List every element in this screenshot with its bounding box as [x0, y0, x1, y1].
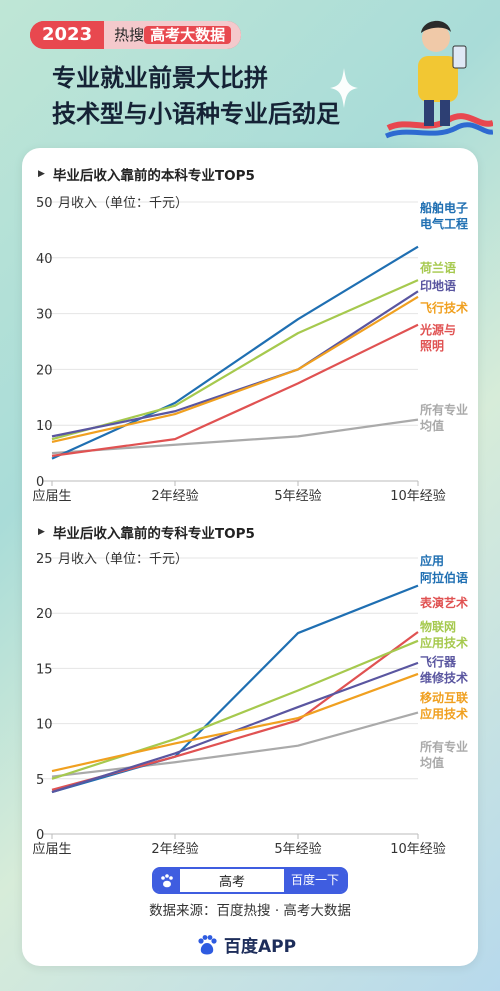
- series-label: 荷兰语: [419, 260, 456, 275]
- x-tick-label: 应届生: [32, 488, 71, 504]
- x-tick-label: 2年经验: [151, 841, 198, 857]
- series-label: 均值: [420, 418, 444, 433]
- x-tick-label: 10年经验: [390, 488, 446, 504]
- series-label: 光源与: [419, 322, 456, 337]
- y-axis-label: 月收入（单位：千元）: [58, 552, 188, 567]
- y-axis-label: 月收入（单位：千元）: [58, 196, 188, 211]
- data-source: 数据来源：百度热搜 · 高考大数据: [149, 903, 351, 919]
- series-line: [51, 631, 419, 791]
- series-line: [51, 711, 419, 778]
- series-label: 应用技术: [420, 706, 468, 721]
- series-line: [51, 290, 419, 438]
- triangle-icon: ▶: [38, 527, 45, 537]
- series-label: 飞行技术: [420, 300, 468, 315]
- page-title: 专业就业前景大比拼 技术型与小语种专业后劲足: [52, 60, 372, 132]
- chart1-title-text: 毕业后收入靠前的本科专业TOP5: [52, 168, 255, 184]
- series-line: [51, 279, 419, 441]
- series-line: [51, 323, 419, 457]
- y-tick-label: 10: [36, 419, 53, 434]
- series-label: 均值: [420, 755, 444, 770]
- series-label: 表演艺术: [419, 595, 468, 610]
- series-label: 飞行器: [420, 654, 457, 669]
- series-line: [51, 639, 419, 780]
- sparkle-icon: [330, 68, 358, 108]
- series-line: [51, 418, 419, 455]
- chart2-title: ▶ 毕业后收入靠前的专科专业TOP5: [38, 522, 255, 542]
- app-logo: 百度APP: [196, 932, 296, 957]
- triangle-icon: ▶: [38, 169, 45, 179]
- y-tick-label: 50: [36, 196, 53, 211]
- series-label: 维修技术: [420, 670, 468, 685]
- series-label: 物联网: [420, 619, 456, 634]
- y-tick-label: 20: [36, 607, 53, 622]
- baidu-paw-icon: [198, 934, 217, 954]
- series-line: [51, 672, 419, 773]
- x-tick-label: 5年经验: [274, 841, 321, 857]
- y-tick-label: 0: [36, 475, 44, 490]
- badge-text: 热搜 高考大数据: [104, 21, 242, 49]
- y-tick-label: 0: [36, 828, 44, 843]
- x-tick-label: 10年经验: [390, 841, 446, 857]
- series-line: [51, 245, 419, 460]
- y-tick-label: 10: [36, 718, 53, 733]
- x-tick-label: 应届生: [32, 841, 71, 857]
- y-tick-label: 30: [36, 308, 53, 323]
- content-card: [22, 148, 478, 966]
- series-label: 应用技术: [420, 635, 468, 650]
- badge-year: 2023: [30, 21, 105, 49]
- series-label: 照明: [420, 338, 444, 353]
- search-input[interactable]: 高考: [218, 875, 245, 890]
- series-label: 移动互联: [420, 690, 468, 705]
- mascot-illustration: [384, 20, 493, 139]
- badge-label: 高考大数据: [144, 26, 232, 44]
- series-label: 船舶电子: [420, 200, 468, 215]
- chart1-title: ▶ 毕业后收入靠前的本科专业TOP5: [38, 164, 255, 184]
- series-label: 电气工程: [420, 216, 468, 231]
- y-tick-label: 40: [36, 252, 53, 267]
- x-tick-label: 5年经验: [274, 488, 321, 504]
- x-tick-label: 2年经验: [151, 488, 198, 504]
- paw-icon: [154, 869, 180, 892]
- series-label: 所有专业: [420, 739, 468, 754]
- series-line: [51, 295, 419, 444]
- series-label: 阿拉伯语: [420, 570, 468, 585]
- search-button[interactable]: 百度一下: [283, 869, 346, 892]
- headline-line2: 技术型与小语种专业后劲足: [52, 100, 340, 128]
- headline-line1: 专业就业前景大比拼: [52, 64, 268, 92]
- app-name: 百度APP: [224, 937, 297, 957]
- y-tick-label: 20: [36, 363, 53, 378]
- y-tick-label: 5: [36, 773, 44, 788]
- series-label: 印地语: [420, 278, 456, 293]
- series-label: 所有专业: [420, 402, 468, 417]
- badge-prefix: 热搜: [114, 26, 145, 44]
- chart2-title-text: 毕业后收入靠前的专科专业TOP5: [52, 526, 255, 542]
- y-tick-label: 25: [36, 552, 53, 567]
- y-tick-label: 15: [36, 662, 53, 677]
- header-badge: 2023 热搜 高考大数据: [30, 21, 242, 49]
- series-label: 应用: [420, 553, 444, 568]
- search-bar[interactable]: 高考 百度一下: [152, 867, 348, 894]
